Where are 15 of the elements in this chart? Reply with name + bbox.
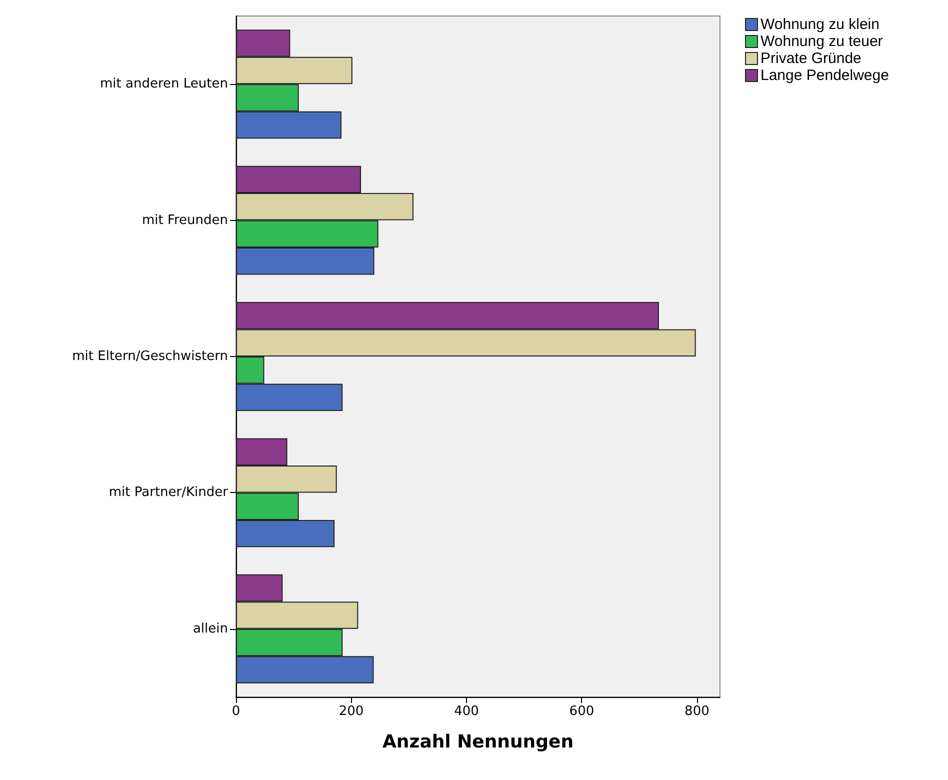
legend-label: Wohnung zu klein: [760, 16, 880, 33]
x-axis-title: Anzahl Nennungen: [382, 732, 574, 752]
x-tick-label: 0: [232, 704, 240, 719]
y-tick-label: mit Freunden: [142, 212, 228, 228]
y-tick-label: mit Partner/Kinder: [108, 485, 229, 500]
x-tick-label: 400: [454, 704, 479, 719]
legend-label: Wohnung zu teuer: [760, 33, 883, 50]
y-tick-label: mit Eltern/Geschwistern: [72, 349, 228, 364]
y-tick-label: allein: [192, 621, 228, 636]
x-tick-label: 800: [684, 704, 710, 719]
legend-label: Private Gründe: [760, 50, 862, 67]
x-tick-label: 600: [569, 704, 594, 719]
legend-label: Lange Pendelwege: [760, 67, 889, 84]
x-tick-label: 200: [338, 704, 364, 719]
y-tick-label: mit anderen Leuten: [100, 76, 228, 92]
